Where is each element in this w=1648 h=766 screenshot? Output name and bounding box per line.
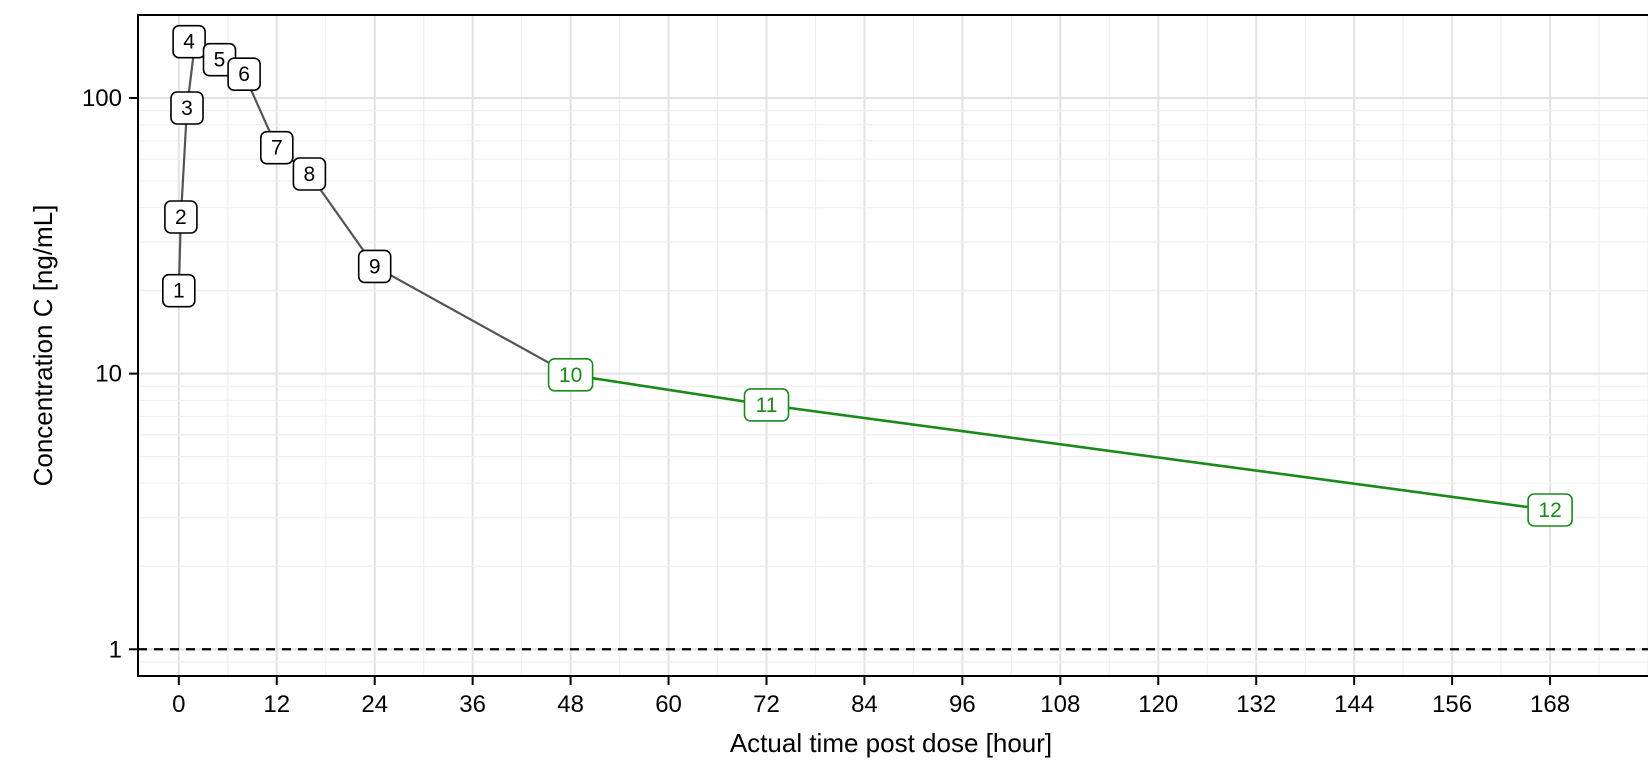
y-tick-label: 1 bbox=[109, 636, 122, 663]
data-point-10: 10 bbox=[547, 357, 594, 392]
x-tick-label: 120 bbox=[1138, 691, 1178, 718]
x-tick-label: 96 bbox=[949, 691, 976, 718]
y-axis-ticks: 1 10 100 bbox=[82, 85, 138, 663]
y-tick-label: 10 bbox=[95, 361, 122, 388]
data-point-label: 5 bbox=[214, 49, 226, 72]
x-axis-ticks: 0 12 24 36 48 60 72 84 96 108 120 132 144 156 168 bbox=[172, 676, 1570, 718]
x-tick-label: 12 bbox=[263, 691, 290, 718]
data-point-box bbox=[162, 273, 196, 308]
data-point-box bbox=[292, 157, 327, 191]
data-point-label: 6 bbox=[238, 63, 250, 86]
data-point-box bbox=[172, 24, 206, 59]
data-point-12: 12 bbox=[1527, 493, 1573, 527]
data-point-label: 9 bbox=[369, 255, 381, 278]
data-point-label: 11 bbox=[756, 394, 778, 417]
plot-border bbox=[137, 14, 1648, 677]
data-point-6: 6 bbox=[227, 57, 261, 91]
x-tick-label: 156 bbox=[1432, 691, 1472, 718]
data-point-box bbox=[164, 200, 198, 234]
y-axis-title: Concentration C [ng/mL] bbox=[28, 205, 58, 487]
data-point-label: 3 bbox=[181, 97, 193, 120]
x-tick-label: 36 bbox=[459, 691, 486, 718]
data-point-7: 7 bbox=[259, 130, 294, 165]
data-point-label: 1 bbox=[173, 280, 185, 303]
data-point-box bbox=[227, 57, 261, 91]
x-tick-label: 144 bbox=[1334, 691, 1374, 718]
x-tick-label: 72 bbox=[753, 691, 780, 718]
data-point-label: 4 bbox=[183, 31, 195, 54]
grid-layer bbox=[138, 14, 1648, 677]
data-point-11: 11 bbox=[743, 388, 790, 422]
data-point-label: 2 bbox=[175, 206, 187, 229]
data-point-box bbox=[1527, 493, 1573, 527]
data-point-4: 4 bbox=[172, 24, 206, 59]
data-point-box bbox=[547, 357, 594, 392]
data-point-box bbox=[743, 388, 790, 422]
x-tick-label: 24 bbox=[361, 691, 388, 718]
x-tick-label: 168 bbox=[1530, 691, 1570, 718]
data-point-3: 3 bbox=[170, 91, 204, 125]
y-tick-label: 100 bbox=[82, 85, 122, 112]
x-tick-label: 132 bbox=[1236, 691, 1276, 718]
x-tick-label: 108 bbox=[1040, 691, 1080, 718]
x-tick-label: 0 bbox=[172, 691, 185, 718]
data-point-label: 12 bbox=[1538, 499, 1561, 522]
data-point-2: 2 bbox=[164, 200, 198, 234]
x-tick-label: 48 bbox=[557, 691, 584, 718]
x-axis-title: Actual time post dose [hour] bbox=[730, 728, 1052, 758]
data-point-9: 9 bbox=[357, 249, 392, 284]
data-point-label: 8 bbox=[304, 163, 316, 186]
data-point-8: 8 bbox=[292, 157, 327, 191]
data-point-box bbox=[259, 130, 294, 165]
data-point-box bbox=[357, 249, 392, 284]
data-point-1: 1 bbox=[162, 273, 196, 308]
x-tick-label: 60 bbox=[655, 691, 682, 718]
data-point-box bbox=[170, 91, 204, 125]
data-point-label: 7 bbox=[271, 137, 283, 160]
x-tick-label: 84 bbox=[851, 691, 878, 718]
data-point-label: 10 bbox=[559, 364, 582, 387]
